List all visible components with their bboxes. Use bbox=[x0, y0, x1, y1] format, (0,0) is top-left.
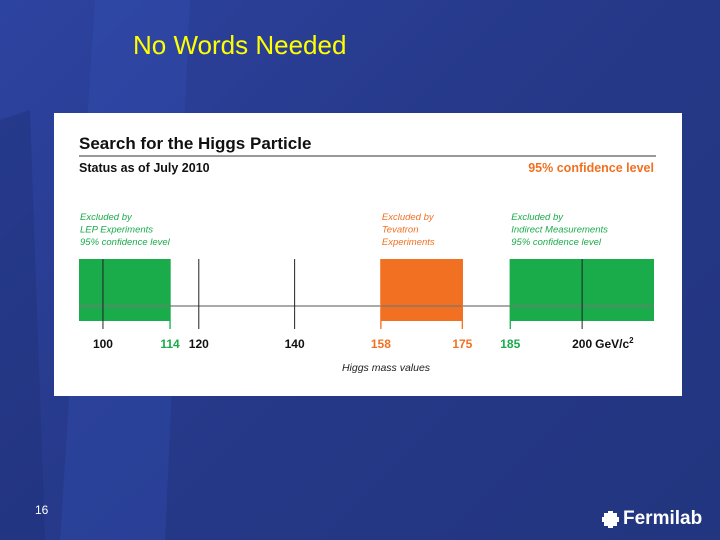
region-label-lep-line-2: LEP Experiments bbox=[80, 225, 153, 236]
region-label-tevatron-line-2: Tevatron bbox=[382, 225, 419, 236]
tick-label-140: 140 bbox=[285, 337, 305, 351]
tick-label-120: 120 bbox=[189, 337, 209, 351]
fermilab-logo-icon bbox=[602, 510, 619, 528]
tick-label-185: 185 bbox=[500, 337, 520, 351]
region-label-lep-line-3: 95% confidence level bbox=[80, 237, 171, 248]
page-number: 16 bbox=[35, 503, 49, 517]
unit-label: GeV/c2 bbox=[595, 336, 634, 351]
higgs-figure-panel: Search for the Higgs Particle Status as … bbox=[54, 113, 682, 396]
higgs-exclusion-chart: Search for the Higgs Particle Status as … bbox=[79, 134, 656, 374]
region-label-indirect-line-2: Indirect Measurements bbox=[511, 225, 608, 236]
unit-exponent: 2 bbox=[629, 336, 634, 345]
slide-title: No Words Needed bbox=[133, 30, 347, 60]
tick-label-200: 200 bbox=[572, 337, 592, 351]
status-text: Status as of July 2010 bbox=[79, 161, 210, 175]
axis-title: Higgs mass values bbox=[342, 362, 431, 374]
region-label-indirect-line-1: Excluded by bbox=[511, 212, 564, 223]
region-label-tevatron-line-1: Excluded by bbox=[382, 212, 435, 223]
tick-label-158: 158 bbox=[371, 337, 391, 351]
excluded-region-lep bbox=[79, 259, 171, 321]
tick-label-100: 100 bbox=[93, 337, 113, 351]
region-label-indirect-line-3: 95% confidence level bbox=[511, 237, 602, 248]
region-label-tevatron-line-3: Experiments bbox=[382, 237, 435, 248]
tick-label-175: 175 bbox=[452, 337, 472, 351]
fermilab-logo-text: Fermilab bbox=[623, 508, 703, 529]
excluded-region-tevatron bbox=[380, 259, 463, 321]
fermilab-logo: Fermilab bbox=[602, 508, 702, 530]
figure-heading: Search for the Higgs Particle bbox=[79, 134, 311, 153]
tick-label-114: 114 bbox=[160, 337, 180, 351]
confidence-level-text: 95% confidence level bbox=[528, 161, 654, 175]
unit-label-text: GeV/c bbox=[595, 337, 629, 351]
region-label-lep-line-1: Excluded by bbox=[80, 212, 133, 223]
ticks-layer: 100 114 120 140 158 175 185 200 bbox=[93, 259, 592, 351]
